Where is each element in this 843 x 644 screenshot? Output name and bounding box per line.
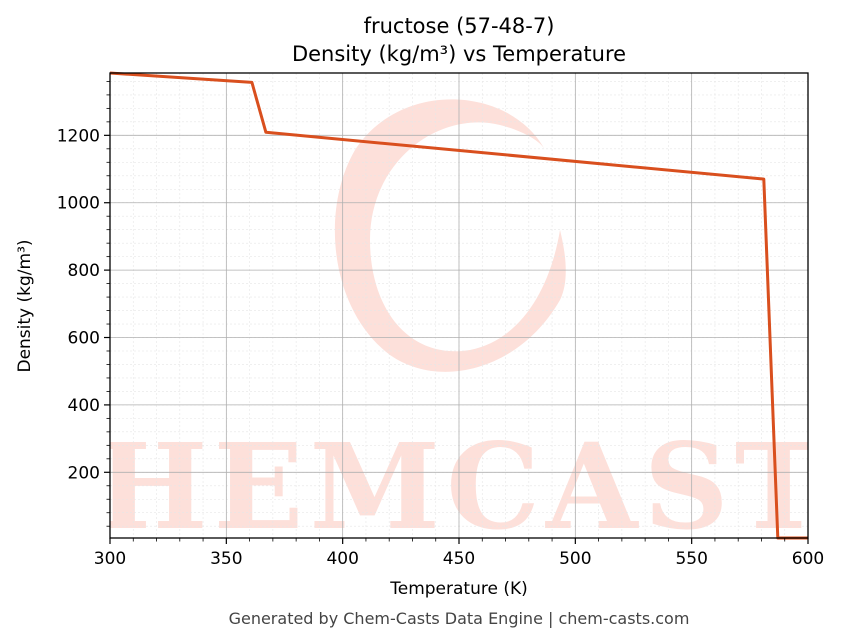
watermark-text: CHEMCASTS: [0, 417, 843, 556]
chart-title: fructose (57-48-7): [364, 14, 555, 38]
x-tick-label: 500: [559, 549, 591, 569]
y-tick-label: 800: [68, 261, 100, 281]
y-tick-label: 200: [68, 463, 100, 483]
footer-credit: Generated by Chem-Casts Data Engine | ch…: [229, 609, 690, 628]
x-axis-label: Temperature (K): [389, 579, 528, 599]
y-tick-label: 400: [68, 396, 100, 416]
y-tick-label: 1000: [57, 194, 100, 214]
y-axis-label: Density (kg/m³): [15, 239, 35, 372]
chart-subtitle: Density (kg/m³) vs Temperature: [292, 42, 626, 66]
y-tick-label: 1200: [57, 126, 100, 146]
x-tick-label: 550: [675, 549, 707, 569]
y-axis: 200 400 600 800 1000 1200: [57, 81, 110, 527]
x-tick-label: 400: [326, 549, 358, 569]
x-tick-label: 350: [210, 549, 242, 569]
watermark: CHEMCASTS: [0, 99, 843, 556]
y-tick-label: 600: [68, 329, 100, 349]
x-tick-label: 300: [94, 549, 126, 569]
watermark-c-logo: [334, 99, 566, 372]
x-axis: 300 350 400 450 500 550 600: [94, 538, 824, 569]
x-tick-label: 600: [792, 549, 824, 569]
x-tick-label: 450: [443, 549, 475, 569]
